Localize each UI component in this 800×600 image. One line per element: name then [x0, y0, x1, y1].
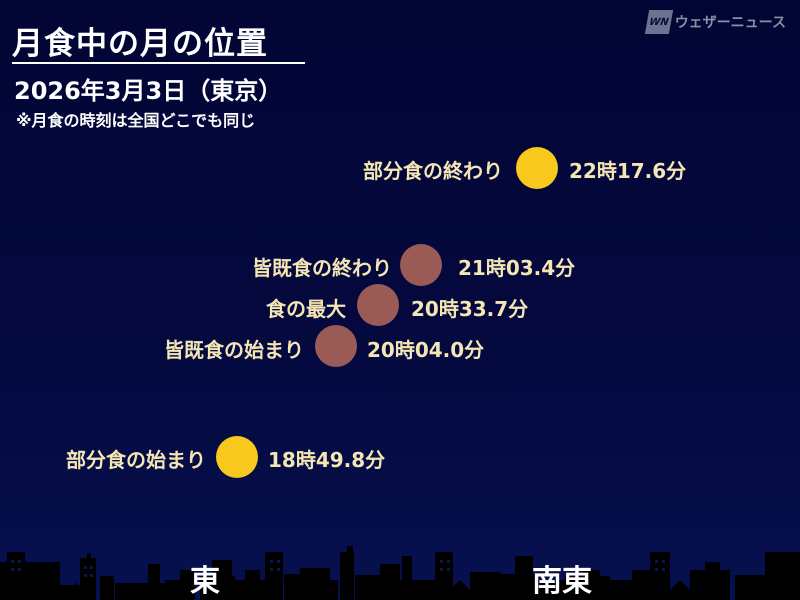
event-label-total-end: 皆既食の終わり [252, 256, 392, 280]
moon-total-start [315, 325, 357, 367]
event-time-maximum: 20時33.7分 [411, 297, 529, 321]
weathernews-logo: WN ウェザーニュース [644, 10, 786, 34]
event-label-total-start: 皆既食の始まり [164, 338, 304, 362]
date-location: 2026年3月3日（東京） [14, 77, 283, 105]
event-time-total-start: 20時04.0分 [367, 338, 485, 362]
title-divider [12, 62, 305, 64]
event-label-maximum: 食の最大 [266, 297, 346, 321]
moon-total-end [400, 244, 442, 286]
note: ※月食の時刻は全国どこでも同じ [16, 111, 256, 130]
moon-partial-end [516, 147, 558, 189]
direction-east: 東 [190, 564, 220, 599]
moon-partial-start [216, 436, 258, 478]
page-title: 月食中の月の位置 [12, 26, 268, 62]
logo-mark-icon: WN [644, 10, 673, 34]
logo-text: ウェザーニュース [674, 15, 786, 31]
direction-southeast: 南東 [532, 564, 592, 599]
city-skyline [0, 546, 800, 600]
event-time-partial-end: 22時17.6分 [569, 159, 687, 183]
event-label-partial-end: 部分食の終わり [363, 159, 503, 183]
event-time-total-end: 21時03.4分 [458, 256, 576, 280]
event-label-partial-start: 部分食の始まり [66, 448, 206, 472]
moon-maximum [357, 284, 399, 326]
event-time-partial-start: 18時49.8分 [268, 448, 386, 472]
